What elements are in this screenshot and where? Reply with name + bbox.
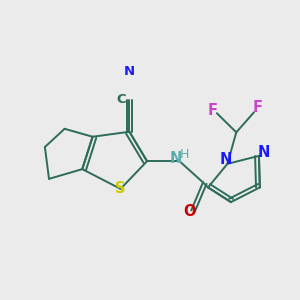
Text: C: C — [117, 93, 126, 106]
Text: F: F — [208, 103, 218, 118]
Text: H: H — [180, 148, 189, 161]
Text: O: O — [183, 204, 195, 219]
Text: S: S — [115, 182, 126, 196]
Text: N: N — [169, 151, 182, 166]
Text: N: N — [124, 64, 135, 78]
Text: F: F — [253, 100, 263, 116]
Text: N: N — [257, 146, 269, 160]
Text: N: N — [220, 152, 232, 167]
